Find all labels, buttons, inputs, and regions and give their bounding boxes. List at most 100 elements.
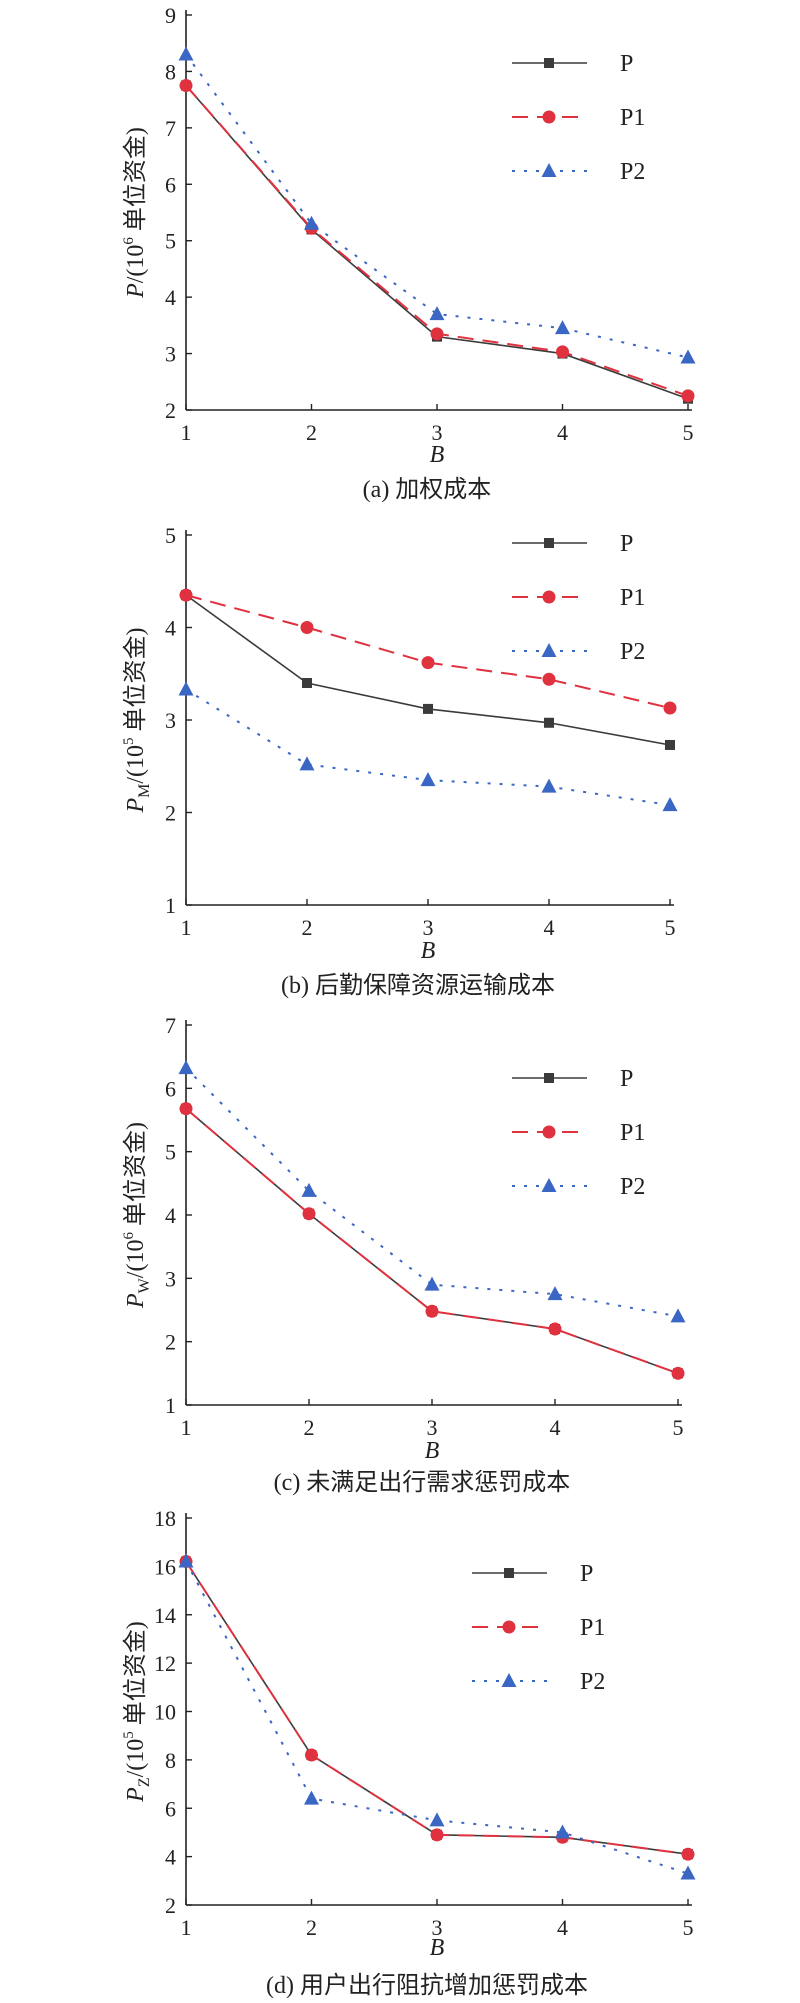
y-tick-label: 10 bbox=[154, 1700, 176, 1725]
legend-marker-p2 bbox=[541, 163, 557, 177]
data-point-p2 bbox=[670, 1308, 686, 1323]
legend-label-p1: P1 bbox=[620, 1120, 645, 1146]
y-tick-label: 7 bbox=[165, 116, 176, 141]
y-tick-label: 2 bbox=[165, 398, 176, 423]
series-line-p1 bbox=[185, 1107, 679, 1375]
data-point-p2 bbox=[178, 681, 194, 696]
data-point-p1 bbox=[421, 656, 435, 670]
data-point-p1 bbox=[430, 327, 444, 341]
x-tick-label: 3 bbox=[432, 1915, 443, 1940]
x-tick-label: 3 bbox=[432, 420, 443, 445]
series-line-p bbox=[185, 1107, 679, 1375]
y-tick-label: 3 bbox=[165, 342, 176, 367]
x-tick-label: 4 bbox=[557, 420, 568, 445]
x-tick-label: 5 bbox=[673, 1415, 684, 1440]
x-axis-label: B bbox=[430, 442, 445, 468]
data-point-p2 bbox=[680, 1865, 696, 1880]
chart-panel-2: 1 2 3 4 5 1 2 3 4 5 B PM/(105 单位资金) (b) 后勤保障资源运输成本 P P… bbox=[121, 523, 678, 999]
data-point-p1 bbox=[179, 588, 193, 602]
x-tick-label: 4 bbox=[550, 1415, 561, 1440]
data-point-p2 bbox=[301, 1182, 317, 1197]
series-line-p bbox=[185, 85, 689, 400]
y-tick-label: 6 bbox=[165, 1796, 176, 1821]
y-tick-label: 8 bbox=[165, 1748, 176, 1773]
data-point-p1 bbox=[302, 1207, 316, 1221]
y-tick-label: 4 bbox=[165, 1203, 176, 1228]
data-point-p2 bbox=[299, 756, 315, 771]
data-point-p bbox=[302, 678, 312, 688]
y-tick-label: 4 bbox=[165, 285, 176, 310]
legend-label-p1: P1 bbox=[620, 105, 645, 131]
data-point-p1 bbox=[305, 1748, 318, 1762]
legend-marker-p2 bbox=[541, 1178, 557, 1192]
y-tick-label: 6 bbox=[165, 172, 176, 197]
series-line-p1 bbox=[185, 1560, 689, 1856]
data-point-p1 bbox=[663, 701, 677, 715]
data-point-p bbox=[423, 703, 433, 714]
y-tick-label: 2 bbox=[165, 1893, 176, 1918]
data-point-p2 bbox=[424, 1276, 440, 1291]
legend-label-p2: P2 bbox=[620, 1174, 645, 1200]
x-tick-label: 5 bbox=[683, 1915, 694, 1940]
legend-label-p: P bbox=[580, 1561, 593, 1587]
data-point-p2 bbox=[178, 1060, 194, 1075]
chart-caption: (d) 用户出行阻抗增加惩罚成本 bbox=[266, 1972, 588, 1999]
data-point-p1 bbox=[300, 621, 314, 634]
y-tick-label: 18 bbox=[154, 1506, 176, 1531]
y-axis-label: PM/(105 单位资金) bbox=[121, 627, 153, 813]
y-tick-label: 5 bbox=[165, 523, 176, 548]
legend-label-p1: P1 bbox=[620, 585, 645, 611]
y-tick-label: 9 bbox=[165, 3, 176, 28]
data-point-p1 bbox=[430, 1828, 444, 1842]
legend-marker-p2 bbox=[501, 1673, 517, 1687]
data-point-p2 bbox=[555, 320, 570, 335]
chart-caption: (b) 后勤保障资源运输成本 bbox=[281, 972, 555, 999]
y-axis-label: PZ/(105 单位资金) bbox=[121, 1621, 153, 1803]
y-axis-label: P/(106 单位资金) bbox=[121, 127, 149, 299]
data-point-p bbox=[544, 717, 554, 728]
data-point-p1 bbox=[681, 1847, 695, 1861]
legend-label-p: P bbox=[620, 51, 633, 77]
data-point-p2 bbox=[680, 349, 696, 364]
chart-panel-3: 1 2 3 4 5 6 7 1 2 3 4 5 B PW/(106 单位资金) (c) 未满足出行需求惩罚成… bbox=[121, 1013, 686, 1496]
legend-marker-p2 bbox=[541, 643, 557, 657]
y-tick-label: 2 bbox=[165, 801, 176, 826]
chart-caption: (c) 未满足出行需求惩罚成本 bbox=[274, 1469, 571, 1496]
x-tick-label: 2 bbox=[306, 1915, 317, 1940]
data-point-p2 bbox=[555, 1824, 570, 1839]
data-point-p1 bbox=[542, 672, 556, 686]
y-tick-label: 14 bbox=[154, 1603, 176, 1628]
data-point-p1 bbox=[548, 1322, 562, 1336]
x-tick-label: 2 bbox=[304, 1415, 315, 1440]
data-point-p2 bbox=[178, 1553, 194, 1568]
y-tick-label: 5 bbox=[165, 229, 176, 254]
y-tick-label: 3 bbox=[165, 1266, 176, 1291]
data-point-p2 bbox=[429, 1812, 445, 1827]
x-tick-label: 4 bbox=[544, 915, 555, 940]
x-tick-label: 4 bbox=[557, 1915, 568, 1940]
legend-label-p: P bbox=[620, 531, 633, 557]
data-point-p2 bbox=[662, 797, 678, 812]
y-tick-label: 5 bbox=[165, 1140, 176, 1165]
legend-marker-p bbox=[544, 58, 554, 68]
legend-marker-p1 bbox=[542, 590, 556, 604]
legend-marker-p bbox=[544, 538, 554, 548]
x-axis-label: B bbox=[425, 1438, 440, 1464]
series-line-p1 bbox=[185, 594, 671, 709]
data-point-p1 bbox=[681, 389, 695, 403]
data-point-p bbox=[665, 739, 675, 750]
x-axis-label: B bbox=[430, 1935, 445, 1961]
data-point-p2 bbox=[547, 1286, 563, 1301]
y-tick-label: 4 bbox=[165, 1845, 176, 1870]
series-line-p bbox=[185, 594, 671, 746]
x-tick-label: 1 bbox=[181, 915, 192, 940]
data-point-p2 bbox=[304, 215, 319, 230]
y-tick-label: 8 bbox=[165, 59, 176, 84]
y-axis-label: PW/(106 单位资金) bbox=[121, 1122, 153, 1309]
x-tick-label: 3 bbox=[423, 915, 434, 940]
legend-label-p2: P2 bbox=[620, 639, 645, 665]
y-tick-label: 3 bbox=[165, 708, 176, 733]
x-tick-label: 1 bbox=[181, 1915, 192, 1940]
